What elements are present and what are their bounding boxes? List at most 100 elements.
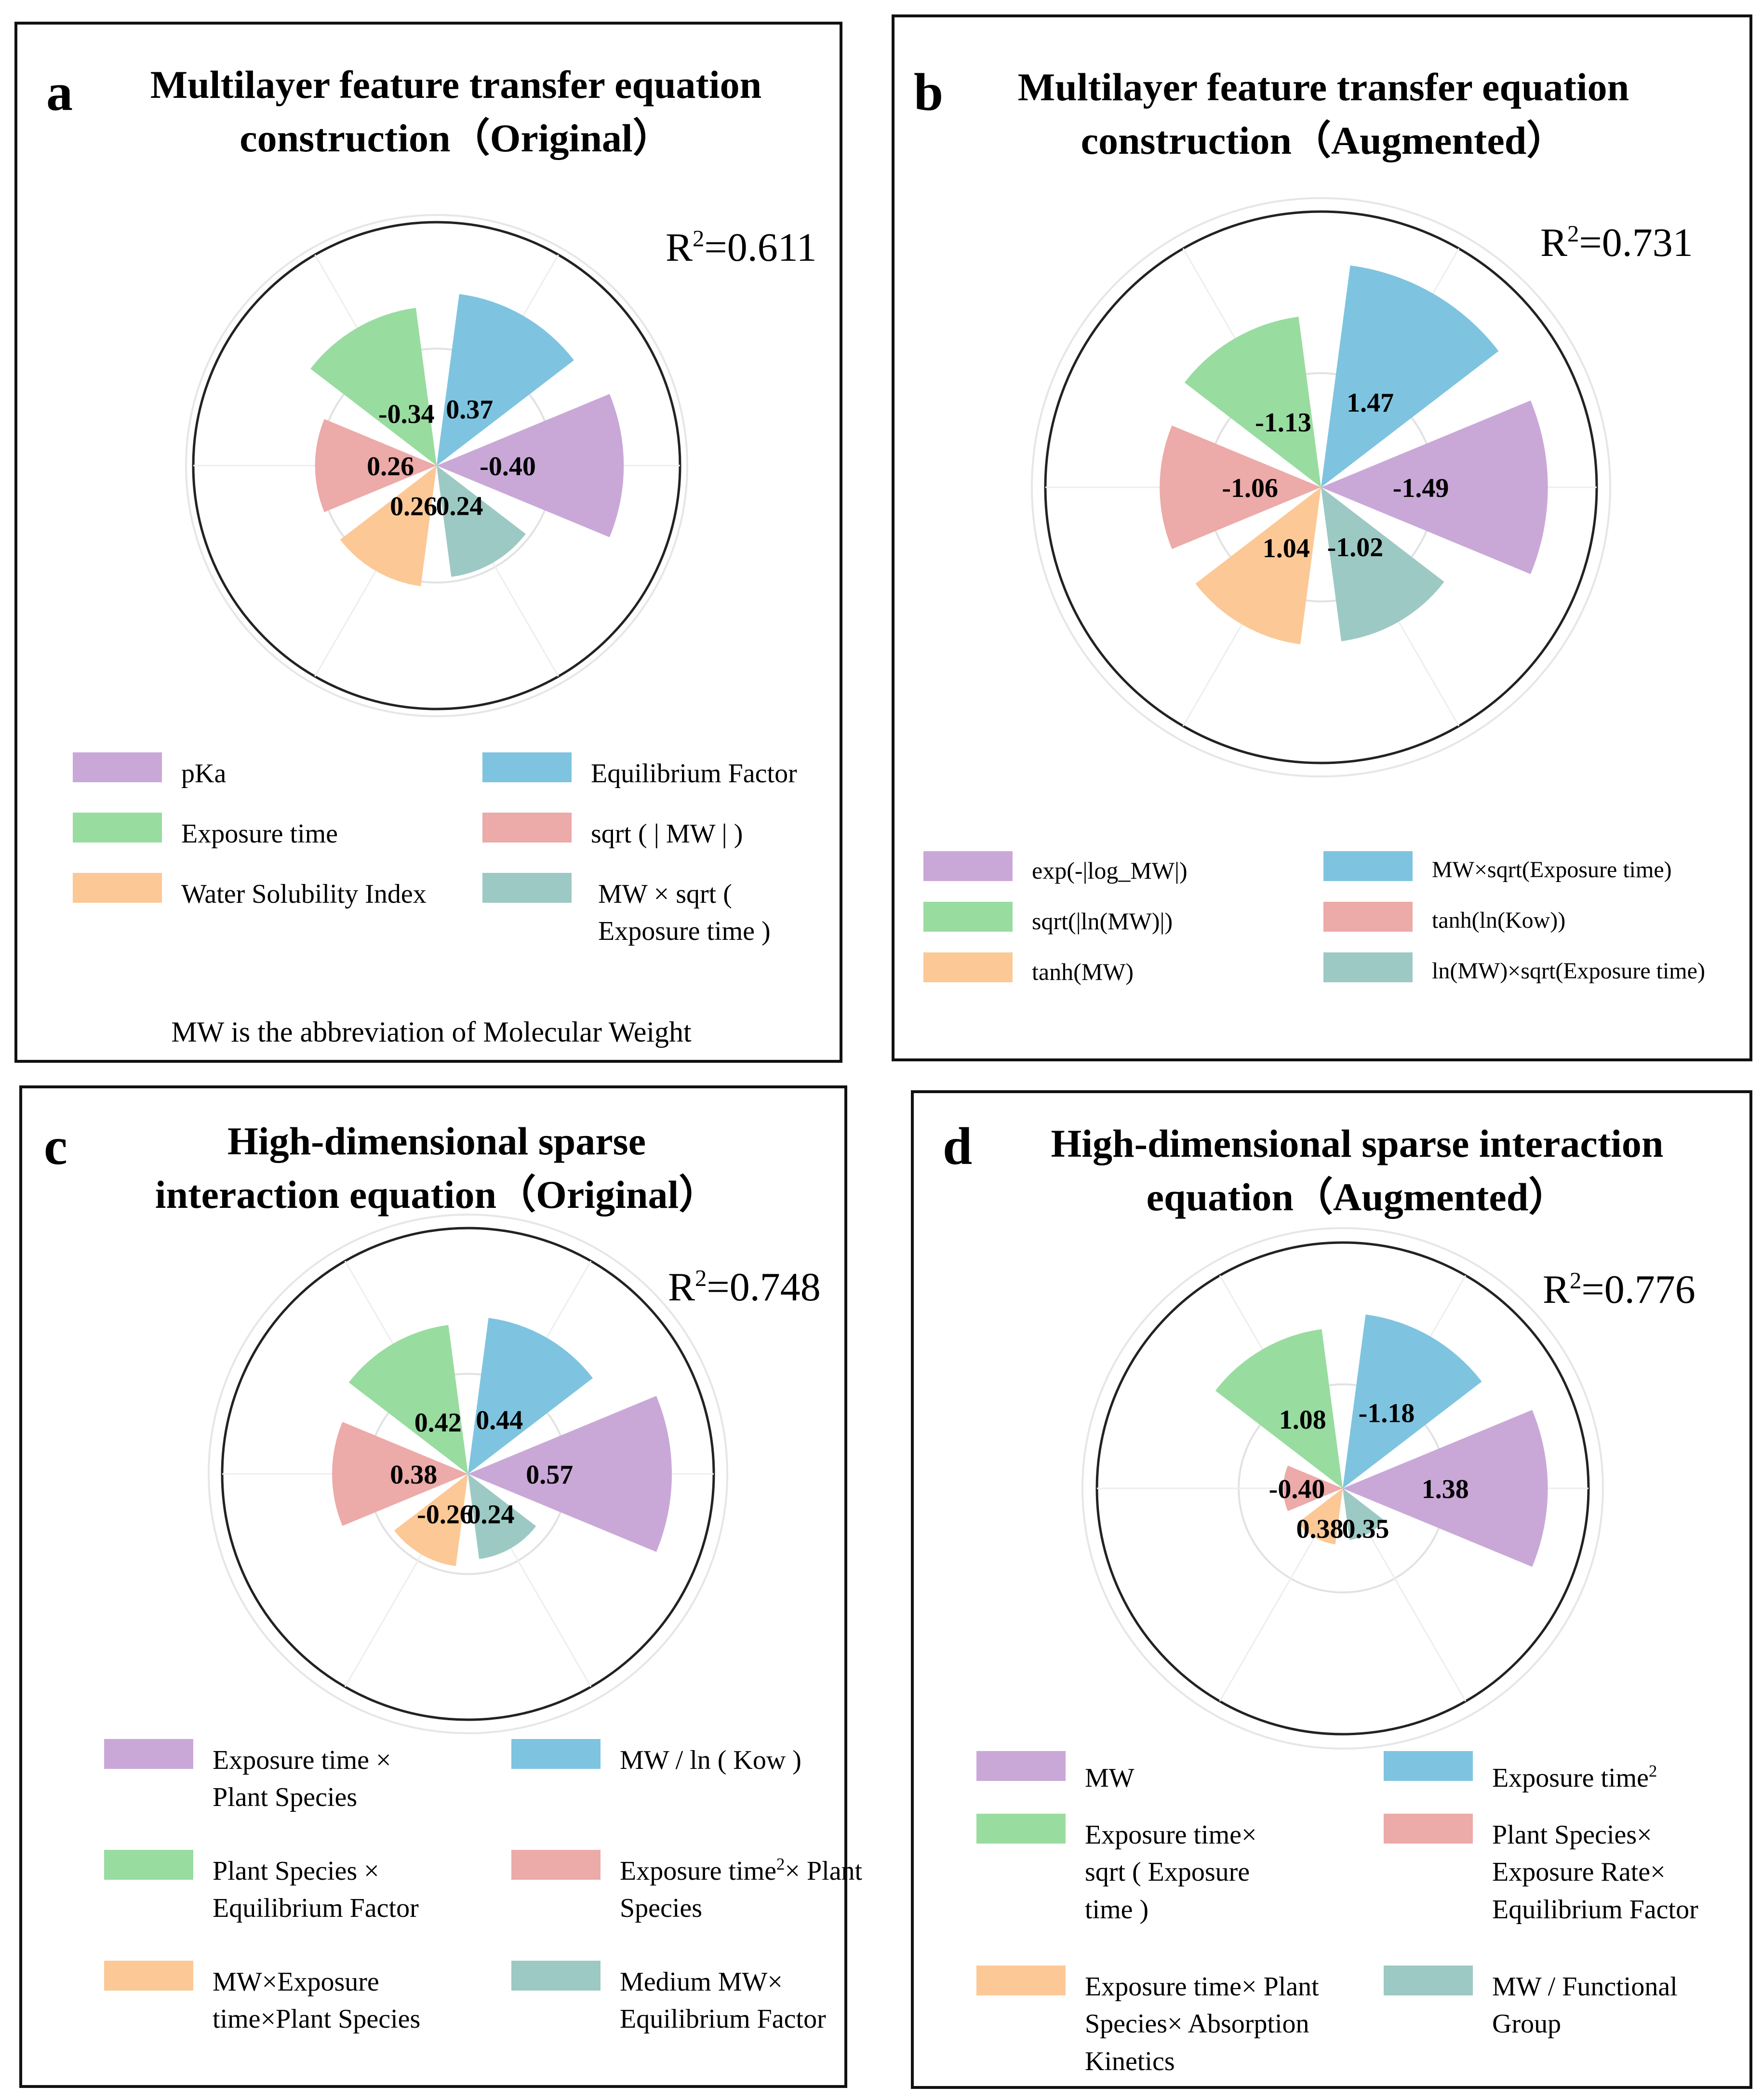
legend-label: Exposure time2× Plant Species	[620, 1853, 870, 1927]
legend-label: Exposure time× Plant Species× Absorption…	[1085, 1972, 1319, 2076]
legend-label-text: Exposure time	[1492, 1763, 1649, 1793]
legend: MW Exposure time2 Exposure time× sqrt ( …	[976, 1751, 1748, 2088]
r-squared-value: =0.776	[1581, 1267, 1695, 1312]
r-squared-symbol: R	[668, 1265, 695, 1310]
data-label-tanh-ln-kow: -1.06	[1222, 473, 1278, 503]
panel-title-line2: construction（Original）	[240, 116, 672, 160]
polar-bar-chart: 1.38 -1.18 1.08 -0.40 0.380.35	[1081, 1227, 1604, 1750]
polar-bar-chart: -0.400.37-0.340.260.260.24	[185, 214, 688, 717]
data-label-exposure-time-plant-species: 0.57	[526, 1460, 573, 1490]
legend-label: exp(-|log_MW|)	[1032, 857, 1188, 884]
legend-swatch	[1323, 851, 1413, 881]
outer-frame-circle	[208, 1214, 728, 1734]
legend-swatch	[1384, 1814, 1473, 1844]
legend-swatch	[1323, 902, 1413, 932]
panel-a: a Multilayer feature transfer equation c…	[14, 22, 842, 1063]
data-label-mw-sqrt-exposure-time: 0.24	[436, 491, 483, 521]
bar-ln-mw-sqrt-exposure-time	[1321, 487, 1444, 642]
r-squared: R2=0.611	[666, 227, 817, 268]
r-squared-symbol: R	[1543, 1267, 1570, 1312]
legend: pKa Equilibrium Factor Exposure time sqr…	[73, 752, 834, 993]
legend-label: MW / Functional Group	[1492, 1972, 1678, 2039]
bar-tanh-mw	[1195, 487, 1321, 644]
legend: Exposure time × Plant Species MW / ln ( …	[104, 1739, 862, 2086]
panel-d: d High-dimensional sparse interaction eq…	[911, 1090, 1752, 2089]
r-squared-value: =0.611	[704, 225, 817, 270]
legend-swatch	[482, 813, 572, 843]
legend-swatch	[923, 902, 1013, 932]
legend-swatch	[104, 1850, 193, 1880]
panel-letter: b	[914, 63, 944, 121]
legend-label: tanh(MW)	[1032, 958, 1134, 985]
legend-label: ln(MW)×sqrt(Exposure time)	[1432, 958, 1705, 984]
legend-swatch	[511, 1850, 601, 1880]
panel-b: b Multilayer feature transfer equation c…	[892, 14, 1752, 1061]
legend-swatch	[482, 873, 572, 903]
panel-title-line1: Multilayer feature transfer equation	[150, 63, 762, 107]
bar-exposure-time-plant-species	[332, 1422, 468, 1526]
bar-plant-species-equilibrium-factor	[348, 1325, 468, 1474]
bar-mw-ln-kow	[468, 1318, 593, 1474]
legend-swatch	[104, 1961, 193, 1991]
legend-label-exponent: 2	[776, 1855, 785, 1874]
bar-exposure-time-plant-species	[468, 1396, 672, 1552]
legend-swatch	[923, 851, 1013, 881]
legend-label: sqrt(|ln(MW)|)	[1032, 908, 1173, 935]
legend-swatch	[976, 1751, 1066, 1781]
bar-mw-sqrt-exposure-time	[1321, 265, 1499, 487]
r-squared: R2=0.748	[668, 1267, 821, 1308]
legend-label: Exposure time× sqrt ( Exposure time )	[1085, 1820, 1257, 1925]
data-label-exposure-time-sqrt-exposure-time: 1.08	[1279, 1405, 1326, 1435]
data-label-mw-functional-group: 0.35	[1342, 1514, 1389, 1544]
legend-label: MW×sqrt(Exposure time)	[1432, 857, 1672, 883]
panel-title: High-dimensional sparse interaction equa…	[85, 1115, 788, 1221]
r-squared: R2=0.731	[1540, 222, 1693, 263]
data-label-exposure-time: -0.34	[378, 399, 435, 429]
bar-mw-functional-group	[1343, 1488, 1384, 1540]
bar-plant-species-exposure-rate-equilibrium-factor	[1283, 1465, 1343, 1511]
legend-swatch	[104, 1739, 193, 1769]
legend-label: Plant Species × Equilibrium Factor	[213, 1856, 419, 1924]
legend-label: MW×Exposure time×Plant Species	[213, 1967, 421, 2034]
panel-title: Multilayer feature transfer equation con…	[99, 58, 813, 165]
legend-label: Plant Species× Exposure Rate× Equilibriu…	[1492, 1820, 1698, 1925]
legend-swatch	[923, 952, 1013, 982]
r-squared-exponent: 2	[1567, 221, 1579, 247]
legend-swatch	[1323, 952, 1413, 982]
bar-exposure-time-sqrt-exposure-time	[1215, 1329, 1343, 1488]
bar-exposure-time	[1343, 1314, 1482, 1488]
panel-letter: c	[44, 1117, 67, 1176]
data-label-medium-mw-equilibrium-factor: 0.24	[467, 1499, 515, 1529]
panel-title-line1: High-dimensional sparse interaction	[1051, 1122, 1664, 1165]
legend-label: MW / ln ( Kow )	[620, 1745, 801, 1775]
data-label-pka: -0.40	[480, 452, 536, 482]
data-label-equilibrium-factor: 0.37	[446, 395, 493, 425]
bar-sqrt-ln-mw	[1184, 317, 1321, 487]
legend-label: tanh(ln(Kow))	[1432, 908, 1566, 933]
r-squared-symbol: R	[1540, 220, 1568, 266]
data-label-mw-ln-kow: 0.44	[476, 1405, 523, 1435]
legend-swatch	[976, 1814, 1066, 1844]
bar-water-solubility-index	[340, 466, 437, 587]
bar-mw-sqrt-exposure-time	[437, 466, 526, 577]
polar-bar-chart: -1.49 1.47 -1.13 -1.06 1.04 -1.02	[1031, 197, 1611, 777]
legend-swatch	[511, 1961, 601, 1991]
data-label-sqrt-ln-mw: -1.13	[1255, 408, 1311, 438]
panel-title: High-dimensional sparse interaction equa…	[1001, 1117, 1714, 1224]
r-squared-exponent: 2	[695, 1265, 707, 1291]
panel-title-line2: equation（Augmented）	[1146, 1175, 1568, 1219]
data-label-tanh-mw: 1.04	[1263, 534, 1310, 563]
legend-swatch	[73, 813, 162, 843]
panel-letter: a	[46, 63, 73, 121]
legend-label: Exposure time × Plant Species	[213, 1745, 391, 1813]
r-squared-value: =0.731	[1579, 220, 1693, 266]
legend-swatch	[482, 752, 572, 782]
data-label-exp-log-mw: -1.49	[1393, 473, 1449, 503]
panel-letter: d	[943, 1117, 973, 1176]
panel-title-line1: Multilayer feature transfer equation	[1017, 65, 1629, 109]
r-squared-exponent: 2	[1570, 1268, 1582, 1294]
bar-pka	[437, 394, 624, 537]
bar-exposure-time	[310, 308, 437, 466]
r-squared-value: =0.748	[707, 1265, 821, 1310]
data-label-exposure-time-plant-species: 0.38	[390, 1460, 437, 1490]
